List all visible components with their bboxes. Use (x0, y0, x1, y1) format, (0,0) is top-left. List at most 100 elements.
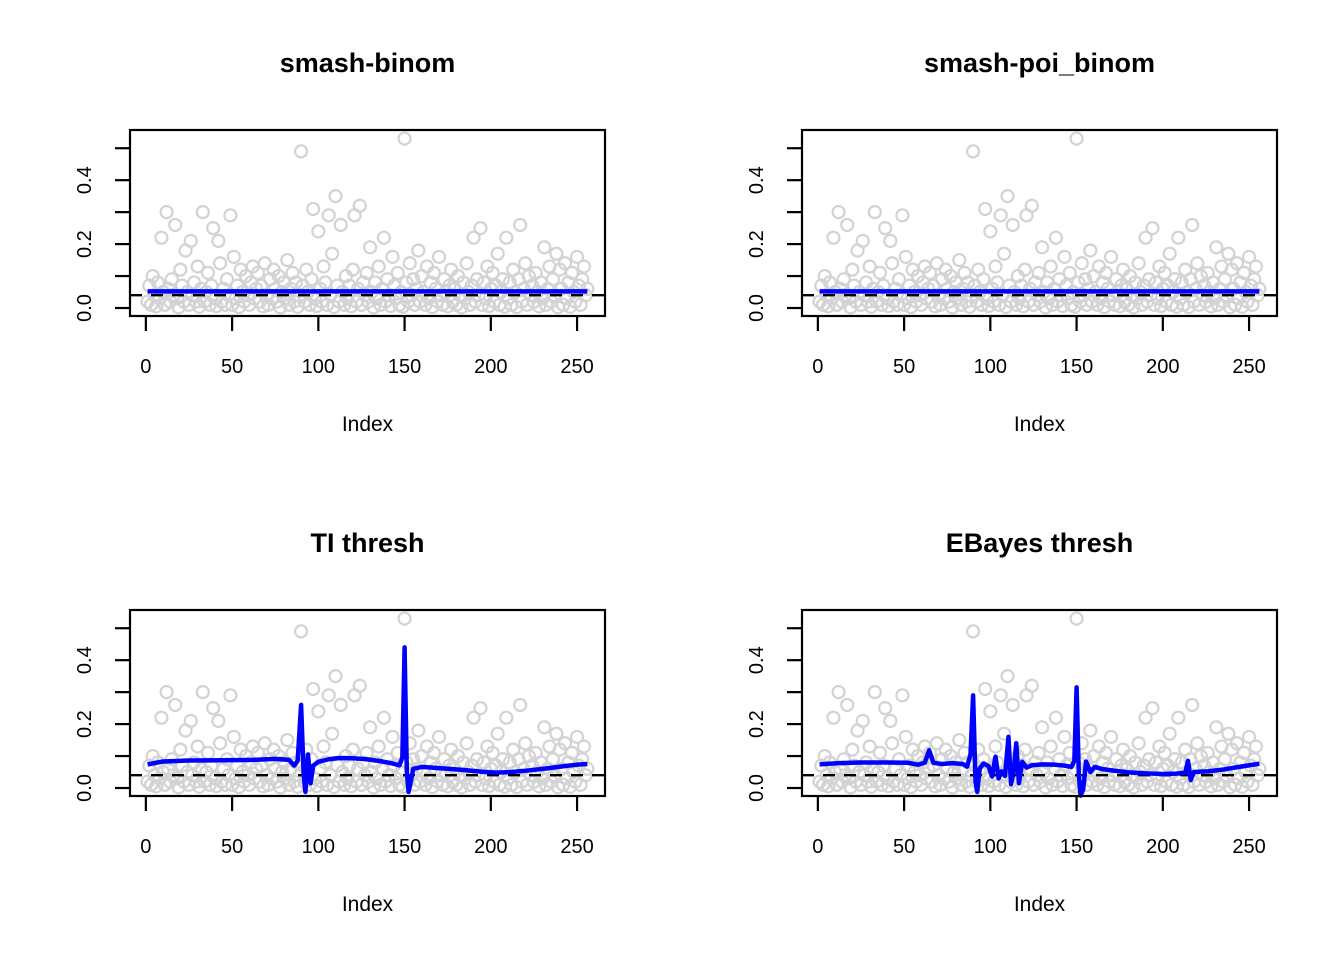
scatter-point (1083, 723, 1098, 738)
scatter-point (978, 681, 993, 697)
panel-ti-thresh: TI thresh 0 50 100 150 200 250 0.0 0.2 0.4 Index (0, 480, 672, 960)
x-tick-label: 0 (812, 356, 823, 378)
y-tick-label: 0.0 (74, 294, 96, 322)
scatter-point (867, 685, 882, 700)
scatter-point (879, 771, 894, 786)
scatter-point (149, 299, 164, 314)
scatter-point (1083, 243, 1098, 258)
x-tick-label: 0 (140, 356, 151, 378)
scatter-point (1000, 669, 1015, 684)
scatter-point (545, 272, 561, 287)
scatter-point (1217, 752, 1233, 767)
scatter-point (402, 256, 417, 271)
scatter-point (1048, 230, 1063, 245)
scatter-point (557, 256, 573, 271)
scatter-point (473, 701, 488, 716)
scatter-point (459, 256, 474, 271)
scatter-point (321, 688, 336, 703)
scatter-point (988, 259, 1003, 274)
scatter-point (1141, 272, 1157, 287)
scatter-point (564, 745, 579, 760)
scatter-point (1034, 240, 1050, 255)
scatter-point (965, 144, 981, 159)
scatter-point (1000, 189, 1015, 204)
scatter-point (549, 246, 564, 261)
fitted-line (147, 645, 588, 795)
scatter-point (872, 265, 888, 280)
y-tick-label: 0.2 (74, 230, 96, 258)
scatter-point (206, 701, 221, 716)
y-tick-label: 0.2 (746, 710, 768, 738)
scatter-point (333, 217, 348, 233)
panel-ebayes-thresh: EBayes thresh 0 50 100 150 200 250 0.0 0.2 0.4 I… (672, 480, 1344, 960)
y-tick-label: 0.4 (74, 166, 96, 194)
scatter-point (883, 713, 898, 728)
scatter-point (328, 669, 343, 684)
scatter-point (385, 729, 400, 744)
scatter-point (499, 230, 514, 245)
scatter-point (473, 221, 488, 236)
fitted-line (819, 685, 1260, 798)
scatter-point (1190, 256, 1205, 271)
scatter-point (1038, 780, 1053, 795)
scatter-point (1131, 256, 1146, 271)
scatter-point (1103, 249, 1119, 264)
scatter-point (862, 739, 877, 754)
scatter-point (206, 221, 221, 236)
scatter-point (223, 688, 238, 703)
scatter-point (168, 697, 183, 713)
scatter-point (311, 224, 326, 239)
scatter-point (499, 710, 514, 725)
scatter-point (200, 745, 216, 760)
scatter-point (513, 697, 528, 713)
scatter-point (821, 779, 836, 794)
x-tick-label: 150 (1060, 356, 1093, 378)
scatter-point (1229, 736, 1245, 751)
scatter-point (1034, 720, 1050, 735)
scatter-point (211, 713, 226, 728)
x-tick-label: 200 (1146, 836, 1179, 858)
y-tick-label: 0.2 (746, 230, 768, 258)
scatter-point (831, 685, 846, 700)
scatter-point (576, 259, 592, 274)
scatter-point (219, 272, 235, 287)
scatter-point (872, 745, 888, 760)
scatter-point (466, 710, 481, 725)
scatter-point (867, 205, 882, 220)
scatter-point (1229, 256, 1245, 271)
x-tick-label: 100 (974, 836, 1007, 858)
scatter-point (1167, 272, 1182, 287)
scatter-point (226, 249, 241, 264)
scatter-point (895, 208, 910, 223)
x-tick-label: 50 (893, 356, 915, 378)
scatter-point (983, 704, 998, 719)
scatter-point (1024, 678, 1039, 693)
scatter-point (952, 732, 967, 748)
scatter-point (1217, 272, 1233, 287)
scatter-point (960, 275, 976, 290)
scatter-point (1043, 739, 1058, 754)
scatter-point (207, 771, 222, 786)
scatter-point (1157, 265, 1172, 280)
panel-title: TI thresh (310, 528, 425, 558)
scatter-point (1031, 745, 1046, 760)
panel-title: smash-poi_binom (923, 48, 1156, 78)
plot-border (800, 608, 1279, 798)
scatter-point (1069, 131, 1084, 146)
scatter-point (411, 243, 426, 258)
scatter-point (195, 205, 210, 220)
scatter-point (826, 710, 841, 725)
scatter-point (390, 265, 405, 280)
scatter-point (1162, 726, 1177, 741)
scatter-point (495, 272, 510, 287)
scatter-point (1171, 230, 1186, 245)
scatter-point (1069, 611, 1084, 626)
scatter-point (316, 739, 331, 754)
scatter-point (399, 275, 414, 290)
scatter-point (513, 217, 528, 233)
scatter-point (580, 761, 595, 776)
y-tick-label: 0.0 (746, 774, 768, 802)
scatter-point (580, 281, 595, 296)
scatter-point (1252, 761, 1267, 776)
scatter-point (304, 272, 319, 287)
